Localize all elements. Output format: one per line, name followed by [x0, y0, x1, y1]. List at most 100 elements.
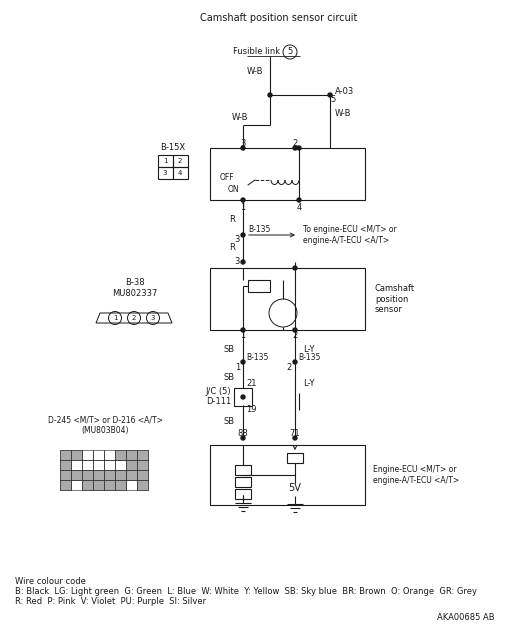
Text: B-15X: B-15X [160, 143, 185, 151]
Text: A-03: A-03 [334, 86, 353, 96]
Bar [247, 280, 270, 292]
Text: 1: 1 [240, 332, 245, 341]
Bar [82, 460, 93, 470]
Text: R: R [229, 215, 234, 225]
Bar [115, 470, 126, 480]
Bar [93, 460, 104, 470]
Bar [234, 489, 250, 499]
Text: 2: 2 [131, 315, 136, 321]
Bar [60, 480, 71, 490]
Text: R: R [229, 244, 234, 252]
Text: 4: 4 [296, 202, 301, 212]
Bar [286, 453, 302, 463]
Bar [82, 470, 93, 480]
Bar [71, 470, 82, 480]
Bar [173, 167, 188, 179]
Circle shape [240, 436, 244, 440]
Text: D-245 <M/T> or D-216 <A/T>: D-245 <M/T> or D-216 <A/T> [47, 416, 162, 424]
Text: 3: 3 [150, 315, 155, 321]
Text: 3: 3 [163, 170, 167, 176]
Bar [158, 155, 173, 167]
Text: B-38
MU802337: B-38 MU802337 [112, 279, 158, 298]
Text: B-135: B-135 [297, 352, 320, 361]
Bar [104, 470, 115, 480]
Bar [233, 388, 251, 406]
Bar [93, 450, 104, 460]
Circle shape [240, 260, 244, 264]
Bar [126, 450, 137, 460]
Text: SB: SB [223, 346, 234, 354]
Bar [82, 480, 93, 490]
Bar [93, 480, 104, 490]
Circle shape [240, 233, 244, 237]
Text: 2: 2 [292, 138, 297, 148]
Text: W-B: W-B [231, 113, 247, 121]
Bar [60, 480, 71, 490]
Text: 88: 88 [237, 429, 248, 438]
Text: 71: 71 [289, 429, 300, 438]
Bar [126, 480, 137, 490]
Bar [173, 155, 188, 167]
Bar [71, 460, 82, 470]
Bar [104, 480, 115, 490]
Bar [60, 470, 71, 480]
Text: Camshaft position sensor circuit: Camshaft position sensor circuit [199, 13, 357, 23]
Text: R: Red  P: Pink  V: Violet  PU: Purple  SI: Silver: R: Red P: Pink V: Violet PU: Purple SI: … [15, 597, 206, 605]
Text: SB: SB [223, 374, 234, 382]
Text: 1: 1 [163, 158, 167, 164]
Text: W-B: W-B [246, 68, 263, 76]
Bar [71, 480, 82, 490]
Text: 1: 1 [240, 202, 245, 212]
Text: B-135: B-135 [247, 225, 270, 235]
Text: 19: 19 [245, 406, 256, 414]
Bar [137, 460, 147, 470]
Bar [137, 450, 147, 460]
Bar [115, 480, 126, 490]
Text: AKA00685 AB: AKA00685 AB [436, 613, 494, 622]
Bar [71, 450, 82, 460]
Circle shape [240, 360, 244, 364]
Bar [82, 470, 93, 480]
Bar [234, 477, 250, 487]
Text: 2: 2 [286, 364, 291, 372]
Circle shape [292, 266, 296, 270]
Bar [115, 480, 126, 490]
Bar [137, 460, 147, 470]
Bar [137, 480, 147, 490]
Bar [126, 460, 137, 470]
Bar [93, 470, 104, 480]
Text: J/C (5): J/C (5) [205, 387, 231, 396]
Circle shape [292, 436, 296, 440]
Bar [71, 470, 82, 480]
Text: 2: 2 [177, 158, 182, 164]
Text: 5: 5 [287, 48, 292, 56]
Text: 4: 4 [177, 170, 182, 176]
Bar [137, 480, 147, 490]
Text: Wire colour code: Wire colour code [15, 578, 86, 587]
Bar [82, 450, 93, 460]
Bar [104, 460, 115, 470]
Text: D-111: D-111 [206, 396, 231, 406]
Bar [93, 480, 104, 490]
Bar [126, 450, 137, 460]
Text: SB: SB [223, 418, 234, 426]
Bar [115, 450, 126, 460]
Bar [210, 445, 364, 505]
Bar [210, 148, 364, 200]
Bar [137, 450, 147, 460]
Bar [115, 470, 126, 480]
Circle shape [240, 198, 244, 202]
Bar [158, 167, 173, 179]
Bar [126, 470, 137, 480]
Circle shape [240, 146, 244, 150]
Bar [126, 470, 137, 480]
Bar [60, 450, 71, 460]
Circle shape [268, 93, 272, 97]
Text: 2: 2 [292, 332, 297, 341]
Bar [137, 470, 147, 480]
Circle shape [292, 360, 296, 364]
Text: L-Y: L-Y [302, 346, 314, 354]
Bar [234, 465, 250, 475]
Circle shape [296, 198, 300, 202]
Bar [93, 470, 104, 480]
